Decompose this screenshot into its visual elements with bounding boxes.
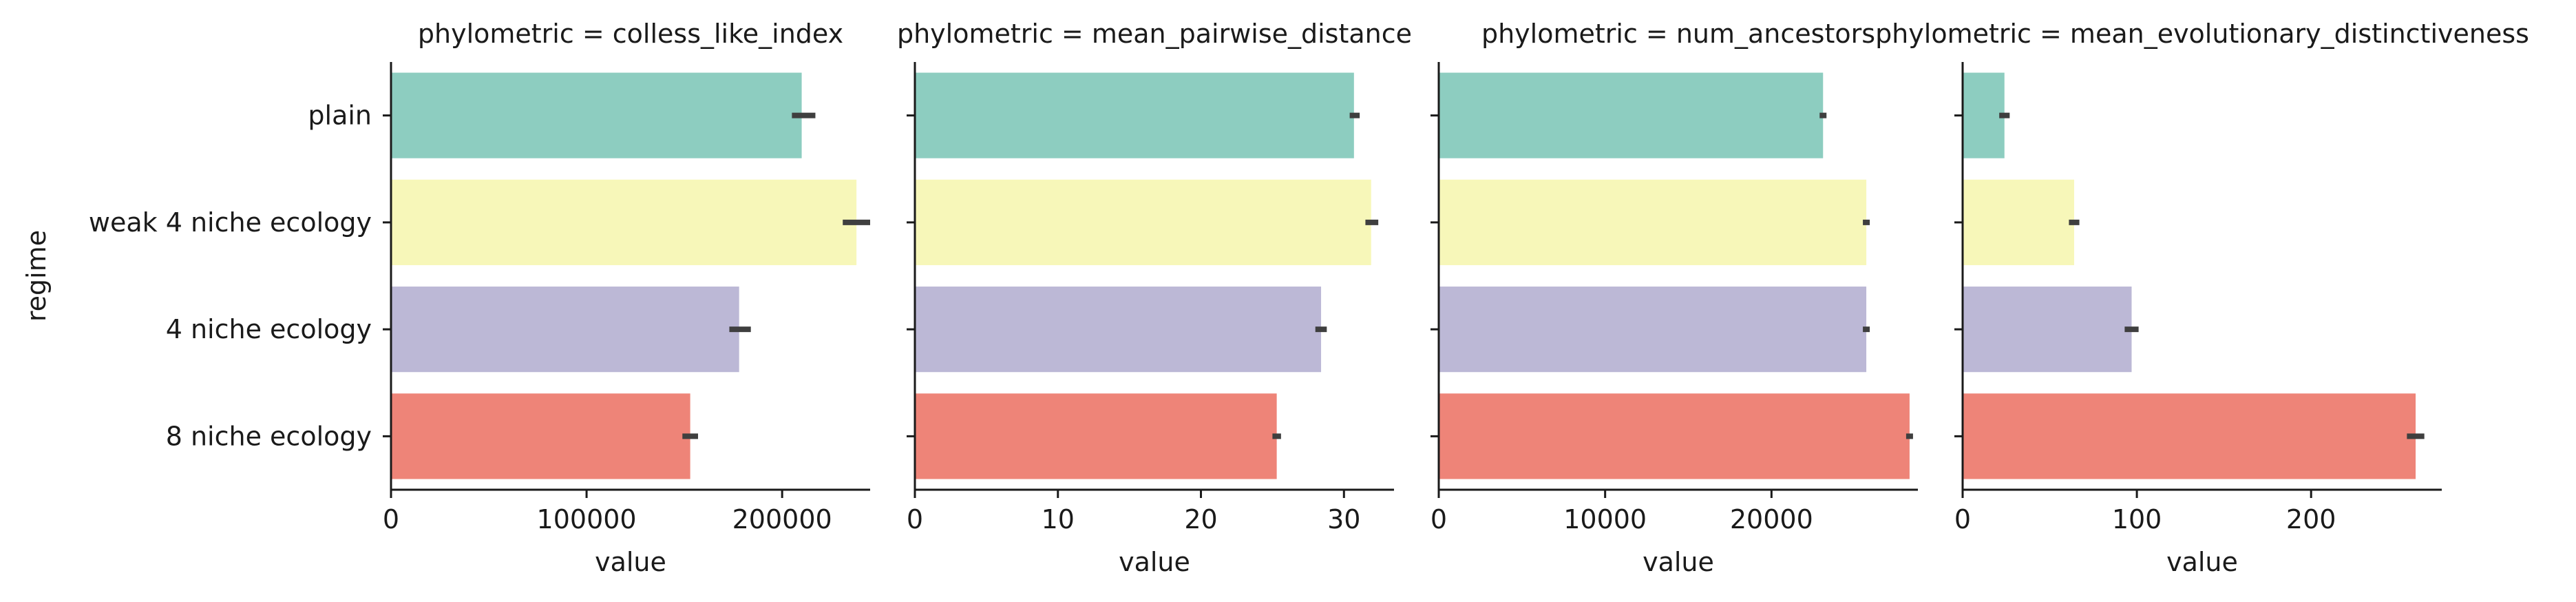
x-tick-label: 200000 xyxy=(732,504,832,534)
bar xyxy=(1963,393,2416,479)
x-tick-label: 0 xyxy=(1954,504,1971,534)
x-axis-title: value xyxy=(1643,547,1714,577)
x-tick-label: 0 xyxy=(383,504,399,534)
x-tick-label: 0 xyxy=(907,504,923,534)
bar xyxy=(1439,179,1867,265)
x-tick-label: 20 xyxy=(1184,504,1217,534)
bar xyxy=(1439,393,1910,479)
bar xyxy=(1963,287,2132,373)
x-tick-label: 10000 xyxy=(1563,504,1647,534)
panel-title: phylometric = colless_like_index xyxy=(418,19,843,49)
x-tick-label: 20000 xyxy=(1730,504,1813,534)
x-axis-title: value xyxy=(2166,547,2238,577)
y-tick-label: plain xyxy=(308,101,372,131)
bar xyxy=(391,179,857,265)
x-tick-label: 0 xyxy=(1430,504,1447,534)
bar xyxy=(1439,287,1867,373)
panel-title: phylometric = mean_pairwise_distance xyxy=(897,19,1412,49)
bar xyxy=(1963,179,2074,265)
panel-title: phylometric = mean_evolutionary_distinct… xyxy=(1875,19,2529,49)
panel-title: phylometric = num_ancestors xyxy=(1481,19,1875,49)
y-tick-label: 4 niche ecology xyxy=(166,314,372,344)
x-tick-label: 30 xyxy=(1327,504,1360,534)
bar xyxy=(915,179,1371,265)
bar xyxy=(391,72,802,158)
bar xyxy=(915,393,1277,479)
x-tick-label: 100 xyxy=(2112,504,2162,534)
y-axis-title: regime xyxy=(21,230,52,322)
bar xyxy=(391,393,690,479)
bar xyxy=(1439,72,1824,158)
bar xyxy=(915,287,1322,373)
y-tick-label: 8 niche ecology xyxy=(166,421,372,451)
y-tick-label: weak 4 niche ecology xyxy=(89,207,372,238)
x-tick-label: 200 xyxy=(2286,504,2336,534)
bar xyxy=(1963,72,2005,158)
x-axis-title: value xyxy=(595,547,666,577)
x-axis-title: value xyxy=(1119,547,1190,577)
bar xyxy=(915,72,1354,158)
x-tick-label: 10 xyxy=(1042,504,1075,534)
bar xyxy=(391,287,739,373)
x-tick-label: 100000 xyxy=(537,504,637,534)
